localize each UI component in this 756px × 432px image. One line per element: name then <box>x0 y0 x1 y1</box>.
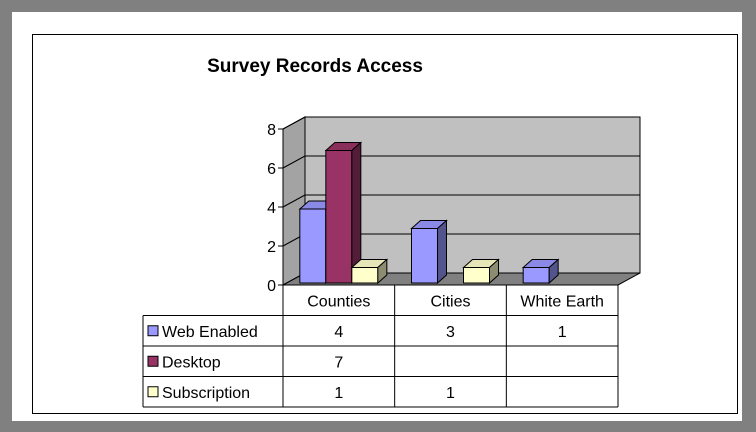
y-tick-label: 4 <box>267 200 276 217</box>
bar-side <box>437 219 447 285</box>
bar-side <box>548 258 559 285</box>
category-label-cities: Cities <box>430 293 470 310</box>
bar-subscription-cities <box>462 258 500 285</box>
bar-front <box>299 208 327 284</box>
bar-front <box>463 267 490 284</box>
data-label-web-enabled-white-earth: 1 <box>558 324 567 341</box>
bar-front <box>325 150 353 284</box>
bar-front <box>411 228 438 284</box>
category-label-counties: Counties <box>307 293 370 310</box>
bar-web-enabled-white-earth <box>521 258 560 285</box>
gridline <box>282 194 306 208</box>
legend-swatch-desktop <box>147 355 159 367</box>
chart-area: Survey Records Access 0 2 4 6 8 Counties Citi… <box>32 34 738 414</box>
y-tick-label: 6 <box>267 161 276 178</box>
chart-frame: Survey Records Access 0 2 4 6 8 Counties Citi… <box>12 12 742 421</box>
category-label-white-earth: White Earth <box>520 293 604 310</box>
data-label-desktop-counties: 7 <box>334 354 343 371</box>
bar-side <box>489 258 499 285</box>
y-tick-label: 8 <box>267 122 276 139</box>
chart-bars <box>298 141 560 285</box>
legend-swatch-subscription <box>147 386 159 398</box>
data-label-subscription-counties: 1 <box>334 385 343 402</box>
legend-label-desktop: Desktop <box>162 354 221 371</box>
gridline <box>282 155 306 169</box>
data-label-web-enabled-counties: 4 <box>334 324 343 341</box>
bar-side <box>377 258 388 285</box>
data-table: Counties Cities White Earth Web Enabled 4 3 1 D… <box>142 284 619 408</box>
bar-web-enabled-cities <box>410 219 448 285</box>
y-tick-label: 0 <box>267 278 276 295</box>
bar-front <box>351 267 379 284</box>
gridline <box>282 116 306 130</box>
data-label-web-enabled-cities: 3 <box>446 324 455 341</box>
bar-subscription-counties <box>350 258 389 285</box>
legend-label-subscription: Subscription <box>162 385 250 402</box>
bar-front <box>522 267 550 284</box>
legend-swatch-web-enabled <box>147 325 159 337</box>
chart-title: Survey Records Access <box>207 56 423 77</box>
bar-desktop-counties <box>324 141 363 285</box>
legend-label-web-enabled: Web Enabled <box>162 324 258 341</box>
data-label-subscription-cities: 1 <box>446 385 455 402</box>
chart-svg: Survey Records Access 0 2 4 6 8 Counties Citi… <box>142 56 641 408</box>
y-tick-label: 2 <box>267 239 276 256</box>
y-axis: 0 2 4 6 8 <box>267 122 284 295</box>
